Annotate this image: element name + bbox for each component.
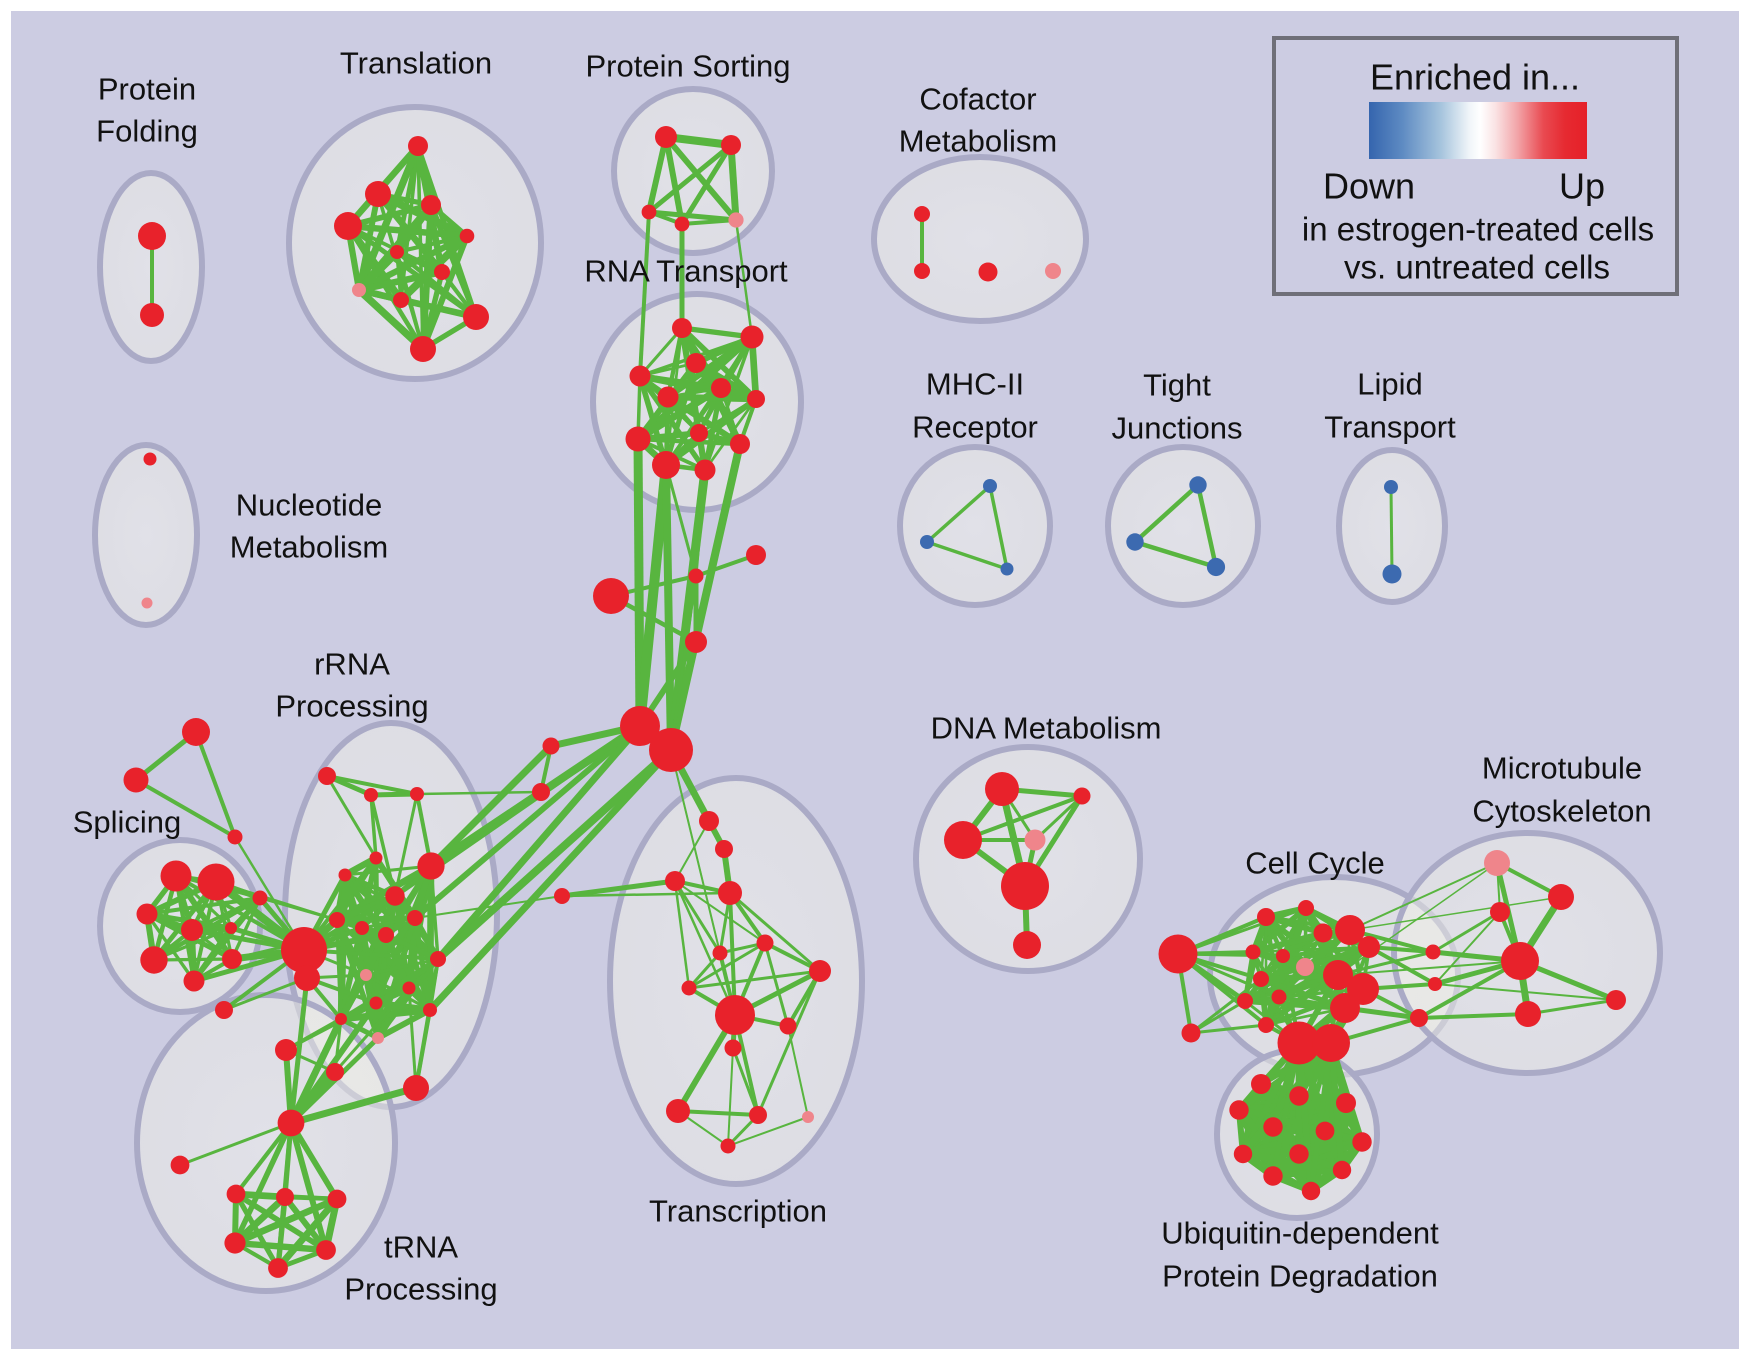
svg-text:DNA Metabolism: DNA Metabolism <box>931 711 1162 746</box>
svg-text:in estrogen-treated cells: in estrogen-treated cells <box>1302 211 1654 248</box>
svg-text:tRNA: tRNA <box>384 1230 458 1265</box>
svg-text:Microtubule: Microtubule <box>1482 751 1642 786</box>
svg-text:Enriched in...: Enriched in... <box>1370 57 1580 98</box>
svg-text:Protein: Protein <box>98 72 196 107</box>
svg-text:Ubiquitin-dependent: Ubiquitin-dependent <box>1161 1216 1439 1251</box>
svg-text:RNA Transport: RNA Transport <box>584 254 788 289</box>
svg-text:Metabolism: Metabolism <box>899 124 1058 159</box>
svg-text:Cofactor: Cofactor <box>919 82 1036 117</box>
svg-text:Splicing: Splicing <box>73 805 182 840</box>
svg-text:Metabolism: Metabolism <box>230 530 389 565</box>
svg-text:Up: Up <box>1559 166 1605 207</box>
svg-text:Receptor: Receptor <box>912 410 1038 445</box>
svg-text:Folding: Folding <box>96 114 198 149</box>
svg-text:Translation: Translation <box>340 46 492 81</box>
svg-text:Processing: Processing <box>275 689 428 724</box>
svg-text:Lipid: Lipid <box>1357 367 1423 402</box>
svg-text:Junctions: Junctions <box>1112 411 1243 446</box>
svg-text:Protein Sorting: Protein Sorting <box>585 49 790 84</box>
svg-text:Down: Down <box>1323 166 1415 207</box>
svg-text:Tight: Tight <box>1143 368 1211 403</box>
svg-text:Nucleotide: Nucleotide <box>236 488 382 523</box>
svg-text:Cell Cycle: Cell Cycle <box>1245 846 1385 881</box>
svg-text:MHC-II: MHC-II <box>926 367 1024 402</box>
svg-text:Transport: Transport <box>1324 410 1456 445</box>
svg-text:Processing: Processing <box>344 1272 497 1307</box>
svg-text:Cytoskeleton: Cytoskeleton <box>1472 794 1651 829</box>
svg-text:Protein Degradation: Protein Degradation <box>1162 1259 1438 1294</box>
svg-text:vs. untreated cells: vs. untreated cells <box>1344 249 1610 286</box>
svg-text:rRNA: rRNA <box>314 647 390 682</box>
svg-text:Transcription: Transcription <box>649 1194 827 1229</box>
